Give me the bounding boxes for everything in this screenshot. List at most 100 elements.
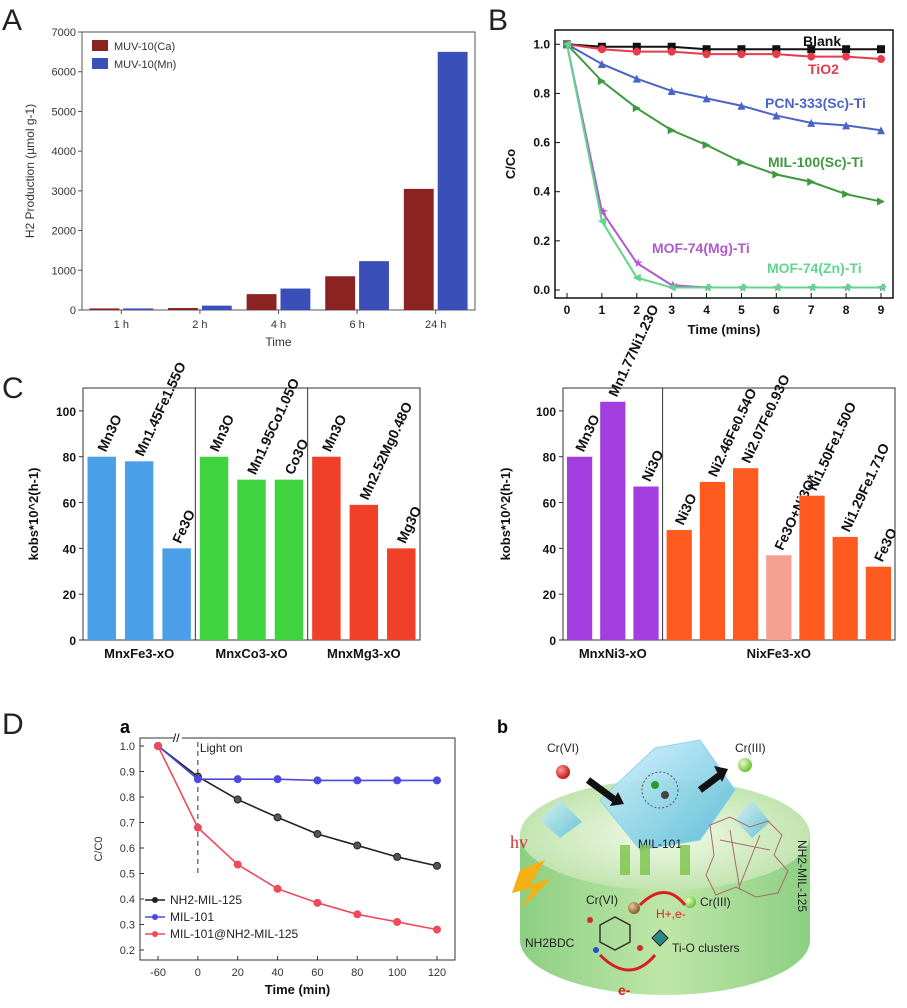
x-tick-label: 80 (351, 967, 363, 979)
y-tick-label: 4000 (52, 146, 76, 158)
data-point (433, 861, 441, 870)
bar (699, 481, 726, 640)
data-point (667, 283, 676, 292)
data-point (842, 283, 851, 292)
data-point (737, 45, 746, 54)
data-point (632, 273, 641, 282)
x-tick-label: 40 (271, 967, 283, 979)
bar (89, 308, 120, 310)
y-tick-label: 0.7 (120, 818, 135, 830)
panel-label-d: D (2, 708, 24, 741)
nh2-mil125-structure-icon (705, 816, 789, 898)
data-point (233, 860, 242, 869)
chart-c-right: 020406080100kobs*10^2(h-1)Mn3OMn1.77Ni1.… (498, 302, 900, 661)
bar-label: Mn3O (94, 412, 125, 454)
x-axis-label: Time (265, 335, 292, 349)
data-point (563, 40, 571, 49)
y-tick-label: 20 (63, 588, 77, 602)
legend-marker (152, 914, 158, 920)
chart-d-a: 0.2 0.3 0.4 0.5 0.6 0.7 0.8 0.9 1.0 -60 0 20 40 60 80 1… (93, 731, 456, 997)
cr3-low-ball-icon (684, 896, 696, 908)
x-tick-label: 4 h (271, 319, 286, 331)
cr6-top-label: Cr(VI) (547, 741, 579, 755)
data-point (393, 917, 402, 926)
y-tick-label: 3000 (52, 186, 76, 198)
data-point (702, 283, 711, 292)
data-point (772, 50, 781, 59)
y-axis-label: C/C0 (93, 836, 105, 861)
data-point (353, 910, 362, 919)
tio-cluster-icon (651, 929, 669, 947)
bar (437, 51, 468, 310)
bar-label: Fe3O (871, 525, 900, 564)
data-point (273, 775, 282, 784)
data-point (273, 813, 282, 822)
bar-label: Ni1.29Fe1.71O (837, 441, 892, 535)
electron-label: e- (618, 982, 631, 998)
data-point (842, 121, 851, 130)
y-tick-label: 0.6 (120, 843, 135, 855)
bar (633, 486, 659, 640)
y-tick-label: 6000 (52, 67, 76, 79)
data-point (877, 45, 885, 54)
group-label: MnxFe3-xO (104, 646, 174, 661)
data-point (807, 45, 816, 54)
group-label: MnxNi3-xO (579, 646, 647, 661)
data-point (877, 283, 885, 292)
x-axis-label: Time (mins) (688, 322, 761, 337)
x-tick-label: 9 (878, 303, 885, 317)
bar (123, 308, 154, 310)
bar (325, 276, 356, 310)
electron-arrow-icon (598, 953, 657, 972)
series-line (566, 44, 881, 289)
light-on-label: Light on (200, 741, 243, 755)
data-point (193, 823, 202, 832)
data-point (702, 141, 711, 150)
data-point (702, 50, 711, 59)
y-tick-label: 0 (69, 634, 76, 648)
cr3-top-label: Cr(III) (735, 741, 766, 755)
y-tick-label: 0.3 (120, 920, 135, 932)
y-tick-label: 0.4 (120, 894, 135, 906)
data-point (667, 42, 676, 51)
bar (201, 305, 232, 310)
cr3-low-label: Cr(III) (700, 895, 731, 909)
legend-swatch (92, 40, 108, 51)
y-tick-label: 80 (543, 451, 557, 465)
data-point (807, 118, 816, 127)
data-point (632, 74, 641, 83)
data-point (737, 158, 746, 167)
arrow-down-icon-2 (680, 845, 690, 875)
group-label: NixFe3-xO (747, 646, 811, 661)
bar (349, 504, 379, 640)
panel-label-b: B (488, 4, 508, 37)
y-tick-label: 7000 (52, 27, 76, 39)
y-axis-label: kobs*10^2(h-1) (26, 468, 41, 561)
data-point (667, 47, 676, 56)
bar (865, 566, 892, 640)
series-label: MOF-74(Zn)-Ti (767, 260, 862, 276)
panel-label-c: C (2, 372, 24, 405)
y-tick-label: 0.9 (120, 767, 135, 779)
data-point (842, 190, 851, 199)
data-point (353, 841, 362, 850)
data-point (807, 177, 816, 186)
data-point (632, 42, 641, 51)
bar (237, 479, 266, 640)
series-line (157, 745, 437, 782)
y-tick-label: 0.2 (120, 945, 135, 957)
bar (162, 548, 191, 640)
tio-label: Ti-O clusters (672, 941, 740, 955)
data-point (772, 170, 781, 179)
y-tick-label: 100 (56, 405, 76, 419)
data-point (877, 55, 885, 64)
bar (832, 536, 858, 640)
bar (168, 308, 198, 310)
data-point (393, 776, 402, 785)
plot-frame (139, 737, 456, 961)
cr6-low-label: Cr(VI) (586, 893, 618, 907)
x-tick-label: 6 h (349, 319, 364, 331)
bar-label: Mn3O (319, 412, 350, 454)
data-point (273, 884, 282, 893)
data-point (597, 217, 606, 226)
